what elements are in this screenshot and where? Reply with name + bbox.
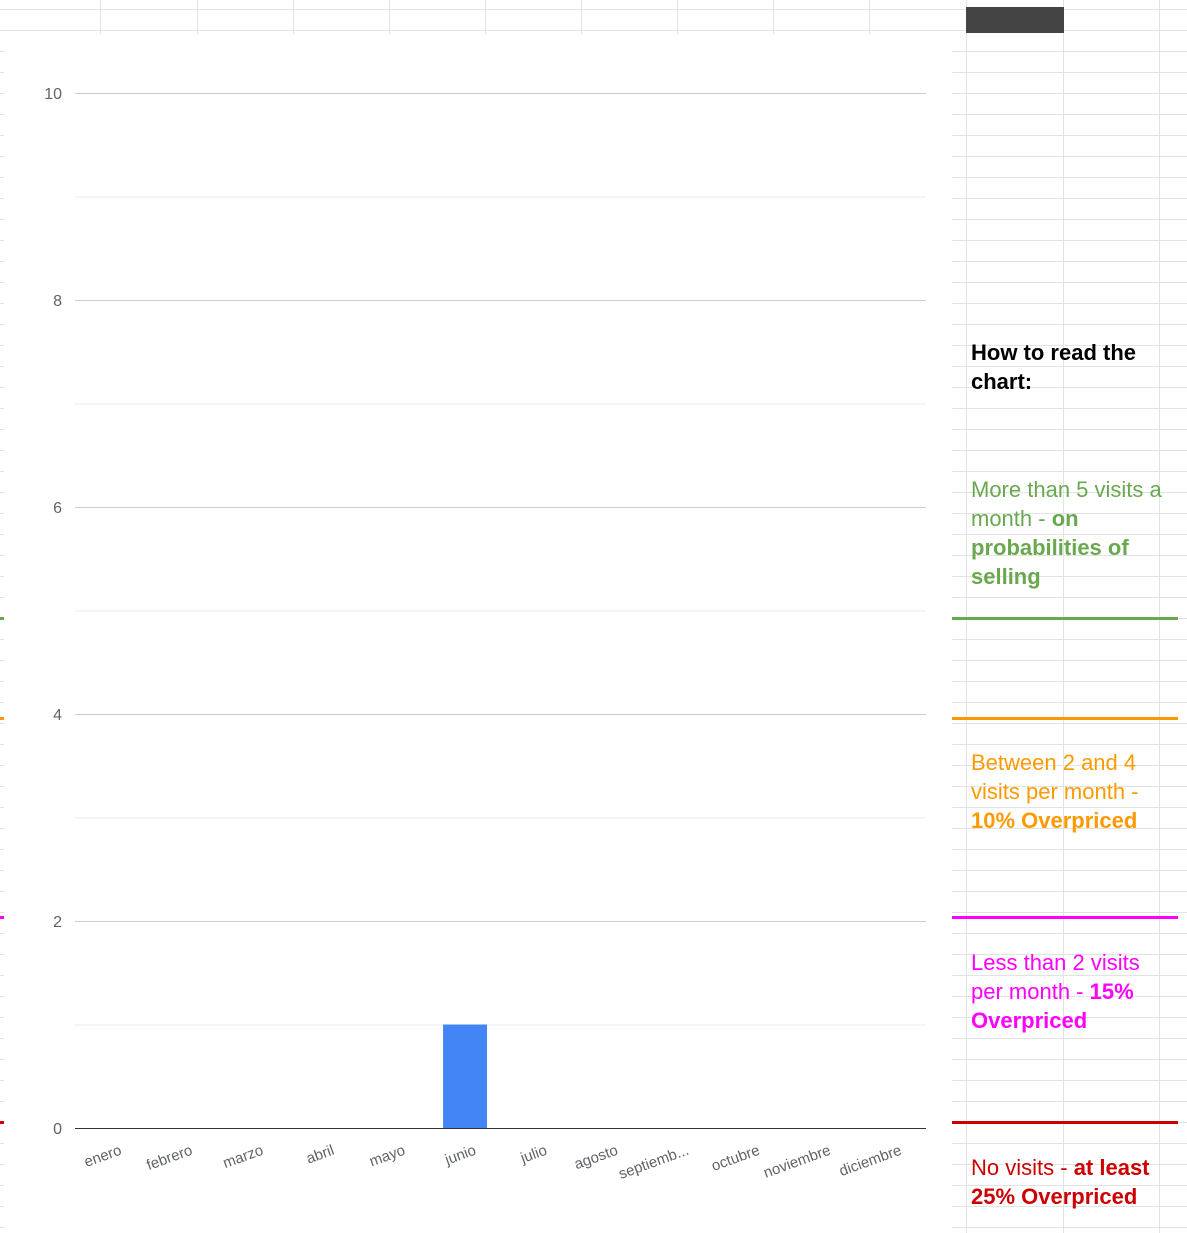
note-emphasis: at least 25% Overpriced <box>971 1155 1150 1209</box>
y-tick-label: 8 <box>53 293 62 310</box>
y-tick-label: 10 <box>44 86 62 103</box>
note-2-to-4-visits: Between 2 and 4 visits per month - 10% O… <box>971 748 1171 835</box>
note-more-than-5-visits: More than 5 visits a month - on probabil… <box>971 475 1171 591</box>
x-tick-label: junio <box>442 1142 479 1169</box>
note-no-visits: No visits - at least 25% Overpriced <box>971 1153 1181 1211</box>
y-tick-label: 6 <box>53 500 62 517</box>
x-tick-label: mayo <box>367 1142 407 1171</box>
x-tick-label: octubre <box>709 1142 762 1175</box>
x-tick-label: julio <box>517 1142 549 1167</box>
note-text: Between 2 and 4 visits per month - <box>971 750 1139 804</box>
selected-dark-cell[interactable] <box>966 7 1064 33</box>
note-text: Less than 2 visits per month - <box>971 950 1140 1004</box>
x-tick-label: febrero <box>144 1142 194 1174</box>
bar-junio <box>443 1024 488 1128</box>
note-text: No visits - <box>971 1155 1074 1180</box>
chart-canvas: 0 2 4 6 8 10 enero febrero marzo abril mayo junio ju… <box>44 86 926 1183</box>
x-tick-label: enero <box>82 1142 124 1171</box>
legend-heading: How to read the chart: <box>971 340 1137 394</box>
y-tick-label: 0 <box>53 1121 62 1138</box>
note-emphasis: 15% Overpriced <box>971 979 1134 1033</box>
note-emphasis: on probabilities of selling <box>971 506 1129 589</box>
bar-chart[interactable]: 0 2 4 6 8 10 enero febrero marzo abril mayo junio ju… <box>4 34 952 1233</box>
note-emphasis: 10% Overpriced <box>971 808 1138 833</box>
x-tick-label: noviembre <box>761 1142 833 1182</box>
y-tick-label: 2 <box>53 914 62 931</box>
note-less-than-2-visits: Less than 2 visits per month - 15% Overp… <box>971 948 1171 1035</box>
threshold-line-orange <box>952 717 1178 720</box>
threshold-stub-orange <box>0 717 4 720</box>
x-tick-label: septiemb... <box>616 1142 691 1183</box>
x-tick-label: agosto <box>572 1142 620 1173</box>
threshold-stub-red <box>0 1121 4 1124</box>
x-tick-label: marzo <box>221 1142 266 1172</box>
threshold-line-magenta <box>952 916 1178 919</box>
x-tick-label: abril <box>304 1142 336 1168</box>
x-tick-label: diciembre <box>837 1142 904 1180</box>
threshold-line-red <box>952 1121 1178 1124</box>
threshold-stub-green <box>0 617 4 620</box>
y-tick-label: 4 <box>53 707 62 724</box>
threshold-line-green <box>952 617 1178 620</box>
threshold-stub-magenta <box>0 916 4 919</box>
note-text: More than 5 visits a month - <box>971 477 1162 531</box>
